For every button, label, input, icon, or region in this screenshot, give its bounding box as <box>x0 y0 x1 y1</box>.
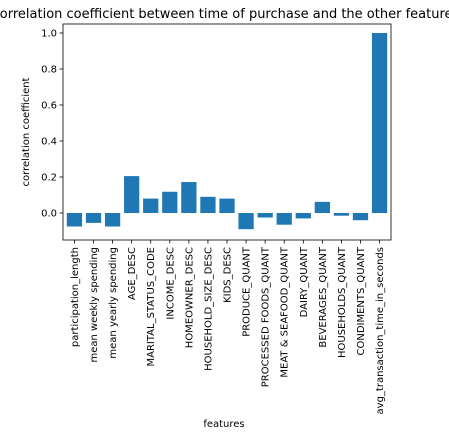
bar-mean-yearly-spending <box>104 213 121 227</box>
bar-produce-quant <box>238 213 254 230</box>
x-tick-label: HOUSEHOLD_SIZE_DESC <box>203 247 214 371</box>
x-tick-label: CONDIMENTS_QUANT <box>356 246 367 355</box>
bars <box>66 33 388 230</box>
y-axis-label: correlation coefficient <box>21 77 32 186</box>
bar-income-desc <box>162 191 178 213</box>
bar-meat-seafood-quant <box>276 213 292 225</box>
x-tick-label: INCOME_DESC <box>165 247 176 320</box>
x-tick-label: HOUSEHOLDS_QUANT <box>337 246 348 358</box>
x-tick-label: KIDS_DESC <box>223 247 234 303</box>
bar-beverages-quant <box>314 201 330 213</box>
y-tick-label: 0.6 <box>41 101 57 112</box>
x-tick-label: PRODUCE_QUANT <box>242 246 253 337</box>
y-tick-label: 0.0 <box>41 209 57 220</box>
y-tick-label: 0.4 <box>41 137 57 148</box>
y-tick-label: 1.0 <box>41 29 57 40</box>
x-tick-label: AGE_DESC <box>127 247 138 300</box>
x-tick-label: mean yearly spending <box>108 247 119 359</box>
bar-household-size-desc <box>200 196 216 213</box>
x-tick-label: participation_length <box>70 247 81 347</box>
bar-mean-weekly-spending <box>85 213 102 223</box>
bar-dairy-quant <box>295 213 311 219</box>
x-tick-label: BEVERAGES_QUANT <box>318 246 329 347</box>
x-axis: participation_length mean weekly spending… <box>70 240 386 414</box>
bar-avg-transaction-time-in-seconds <box>371 33 388 213</box>
x-tick-label: PROCESSED FOODS_QUANT <box>261 246 272 387</box>
bar-marital-status-code <box>143 198 159 213</box>
y-tick-label: 0.2 <box>41 173 57 184</box>
x-tick-label: MARITAL_STATUS_CODE <box>146 247 157 367</box>
x-axis-label: features <box>203 419 244 430</box>
bar-condiments-quant <box>352 213 369 221</box>
bar-participation-length <box>66 213 83 227</box>
chart-title: Correlation coefficient between time of … <box>0 7 449 22</box>
y-axis: 0.0 0.2 0.4 0.6 0.8 1.0 <box>41 29 63 220</box>
bar-kids-desc <box>219 198 235 213</box>
x-tick-label: avg_transaction_time_in_seconds <box>375 247 386 414</box>
x-tick-label: MEAT & SEAFOOD_QUANT <box>280 246 291 377</box>
x-tick-label: DAIRY_QUANT <box>299 246 310 317</box>
x-tick-label: HOMEOWNER_DESC <box>184 247 195 348</box>
bar-households-quant <box>333 213 350 216</box>
y-tick-label: 0.8 <box>41 65 57 76</box>
x-tick-label: mean weekly spending <box>89 247 100 363</box>
bar-age-desc <box>124 176 140 213</box>
bar-processed-foods-quant <box>257 213 273 218</box>
bar-homeowner-desc <box>181 182 197 213</box>
